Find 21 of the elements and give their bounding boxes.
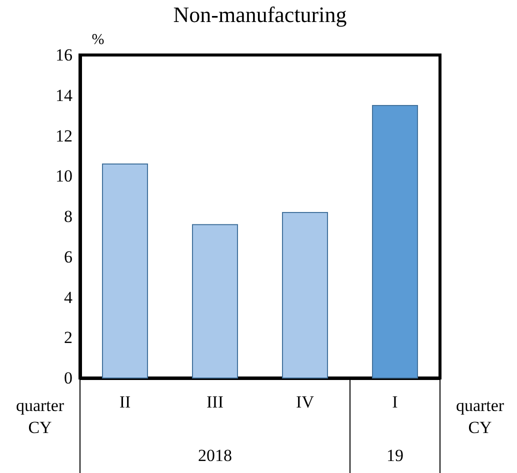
x-tick-label: III (206, 392, 224, 412)
text: quarter (16, 396, 64, 415)
text: CY (28, 418, 52, 437)
x-tick-label: IV (296, 392, 315, 412)
y-tick-label: 4 (64, 288, 73, 307)
y-tick-label: 6 (64, 247, 72, 266)
y-axis-title: % (92, 32, 104, 48)
text: quarter (456, 396, 504, 415)
text: 2018 (198, 446, 232, 465)
y-tick-label: 14 (56, 86, 73, 105)
y-tick-label: 2 (64, 328, 72, 348)
x-tick-label: I (392, 392, 398, 412)
text: 19 (386, 446, 404, 465)
text: CY (468, 418, 492, 437)
y-tick-label: 12 (56, 126, 72, 146)
x-tick-label: II (119, 392, 131, 412)
y-tick-label: 16 (56, 46, 72, 64)
chart-title: Non-manufacturing (173, 2, 347, 27)
y-tick-label: 0 (64, 368, 72, 388)
y-tick-label: 10 (56, 166, 72, 186)
y-tick-label: 8 (64, 207, 72, 226)
